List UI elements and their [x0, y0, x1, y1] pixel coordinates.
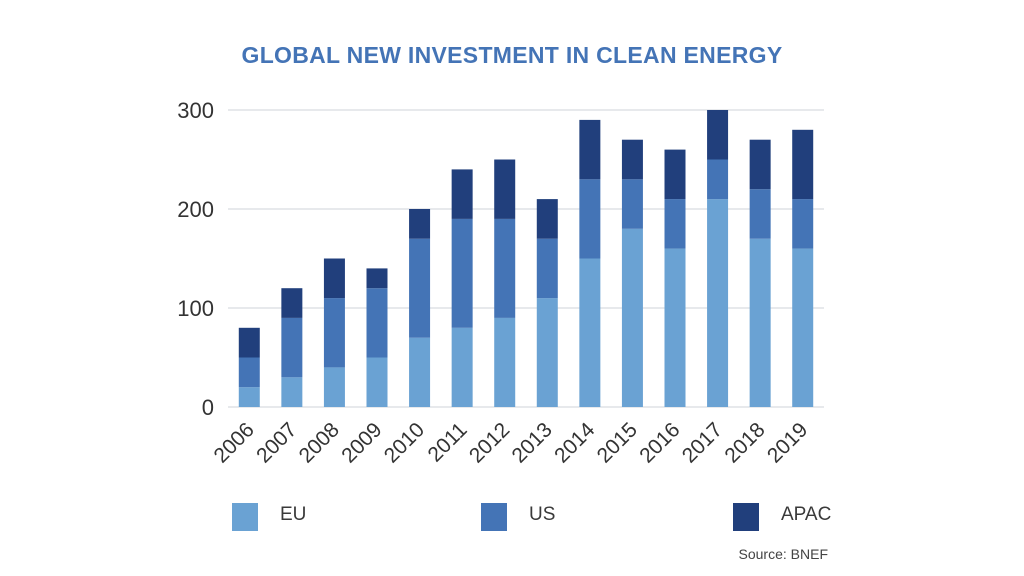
bar-us-2017: [707, 159, 729, 200]
legend-label-us: US: [529, 504, 556, 525]
bar-us-2006: [238, 357, 260, 388]
bar-us-2018: [749, 189, 771, 239]
bar-apac-2011: [451, 169, 473, 219]
x-tick-label-2007: 2007: [252, 418, 301, 467]
chart-title: GLOBAL NEW INVESTMENT IN CLEAN ENERGY: [241, 42, 783, 68]
source-note: Source: BNEF: [738, 546, 828, 562]
bar-apac-2010: [409, 209, 431, 239]
bar-eu-2010: [409, 337, 431, 407]
bar-eu-2006: [238, 387, 260, 407]
bar-eu-2008: [323, 367, 345, 407]
bar-us-2008: [323, 298, 345, 368]
legend-swatch-apac: [733, 503, 759, 531]
bar-us-2014: [579, 179, 601, 259]
bar-eu-2013: [536, 298, 558, 407]
x-tick-label-2009: 2009: [337, 418, 386, 467]
x-tick-label-2013: 2013: [508, 418, 557, 467]
x-tick-label-2016: 2016: [635, 418, 684, 467]
bar-apac-2008: [323, 258, 345, 299]
bar-eu-2019: [792, 248, 814, 407]
bar-apac-2013: [536, 199, 558, 239]
y-tick-label-200: 200: [177, 197, 214, 222]
x-tick-label-2017: 2017: [678, 418, 727, 467]
bar-apac-2006: [238, 327, 260, 358]
bar-us-2007: [281, 317, 303, 378]
y-tick-label-300: 300: [177, 98, 214, 123]
bar-eu-2018: [749, 238, 771, 407]
x-tick-label-2015: 2015: [593, 418, 642, 467]
legend-swatch-eu: [232, 503, 258, 531]
bar-us-2013: [536, 238, 558, 299]
bar-apac-2014: [579, 119, 601, 180]
bar-apac-2018: [749, 139, 771, 190]
bar-us-2009: [366, 288, 388, 358]
bar-apac-2015: [621, 139, 643, 180]
bar-us-2015: [621, 179, 643, 229]
legend-label-eu: EU: [280, 504, 307, 525]
x-tick-label-2011: 2011: [423, 418, 471, 466]
bar-eu-2016: [664, 248, 686, 407]
bar-apac-2016: [664, 149, 686, 200]
bar-apac-2017: [707, 110, 729, 160]
x-tick-label-2010: 2010: [380, 418, 429, 467]
bar-apac-2019: [792, 129, 814, 200]
bar-apac-2012: [494, 159, 516, 219]
bar-eu-2017: [707, 199, 729, 407]
y-tick-label-100: 100: [177, 296, 214, 321]
bar-eu-2012: [494, 317, 516, 407]
x-tick-label-2006: 2006: [210, 418, 259, 467]
legend-swatch-us: [481, 503, 507, 531]
legend-label-apac: APAC: [781, 504, 832, 525]
bar-us-2011: [451, 218, 473, 328]
bar-us-2019: [792, 199, 814, 249]
bar-eu-2011: [451, 327, 473, 407]
bar-apac-2007: [281, 288, 303, 318]
bar-apac-2009: [366, 268, 388, 289]
bar-us-2012: [494, 218, 516, 318]
x-tick-label-2008: 2008: [295, 418, 344, 467]
x-tick-label-2018: 2018: [720, 418, 769, 467]
bar-eu-2014: [579, 258, 601, 407]
x-tick-label-2019: 2019: [763, 418, 812, 467]
bar-eu-2007: [281, 377, 303, 407]
bar-eu-2015: [621, 228, 643, 407]
bar-us-2010: [409, 238, 431, 338]
y-tick-label-0: 0: [202, 395, 214, 420]
bar-eu-2009: [366, 357, 388, 407]
x-tick-label-2012: 2012: [465, 418, 514, 467]
bar-us-2016: [664, 199, 686, 249]
x-tick-label-2014: 2014: [550, 418, 600, 468]
